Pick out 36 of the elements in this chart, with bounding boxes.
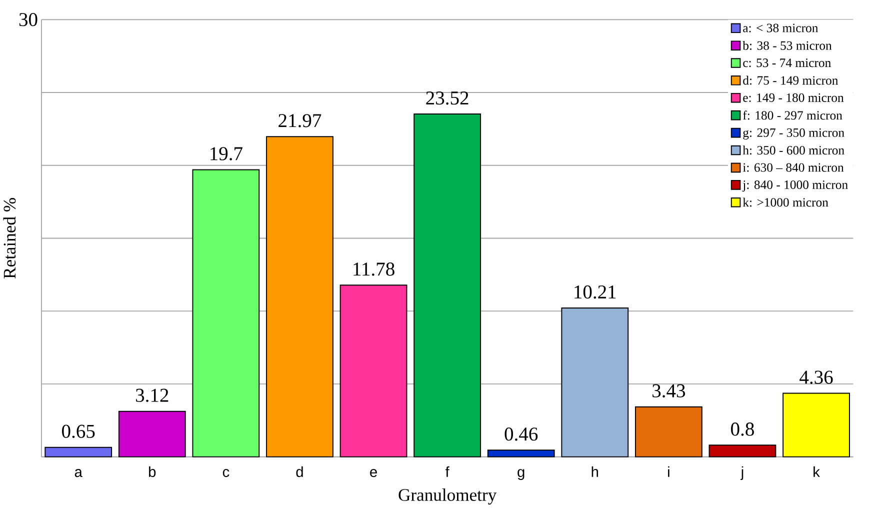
x-tick-label: d (296, 466, 303, 477)
legend-label: h: 350 - 600 micron (742, 145, 844, 154)
data-label: 21.97 (278, 114, 322, 128)
x-tick-label: e (370, 468, 377, 477)
x-tick-label: g (518, 468, 524, 480)
legend-label: j: 840 - 1000 micron (742, 180, 848, 192)
legend-label: d: 75 - 149 micron (743, 76, 838, 85)
data-label: 3.12 (136, 388, 168, 402)
data-label: 0.8 (731, 422, 754, 436)
legend-label: i: 630 – 840 micron (742, 163, 844, 172)
legend-label: c: 53 - 74 micron (743, 58, 831, 67)
data-label: 3.43 (652, 384, 686, 398)
x-tick-label: k (814, 466, 820, 477)
x-tick-label: b (149, 466, 156, 477)
legend-label: k: >1000 micron (742, 198, 828, 207)
x-tick-label: a (74, 468, 82, 477)
x-tick-label: c (222, 468, 230, 477)
data-label: 23.52 (426, 91, 468, 105)
y-tick-label: 30 (19, 12, 38, 26)
legend-label: f: 180 - 297 micron (743, 110, 842, 120)
y-axis-title: Retained % (3, 198, 16, 278)
data-label: 0.65 (62, 424, 95, 438)
data-label: 11.78 (354, 262, 394, 276)
x-tick-label: i (668, 466, 670, 477)
legend-label: g: 297 - 350 micron (743, 128, 844, 140)
legend-label: b: 38 - 53 micron (742, 40, 832, 50)
data-label: 10.21 (574, 285, 616, 299)
x-axis-title: Granulometry (398, 488, 497, 504)
x-tick-label: h (592, 466, 598, 477)
legend-label: e: 149 - 180 micron (743, 93, 844, 102)
x-tick-label: f (445, 466, 450, 477)
data-label: 0.46 (504, 427, 538, 441)
data-label: 4.36 (800, 370, 833, 384)
legend-label: a: < 38 micron (743, 24, 818, 32)
data-label: 19.7 (210, 146, 242, 160)
x-tick-label: j (740, 466, 744, 480)
